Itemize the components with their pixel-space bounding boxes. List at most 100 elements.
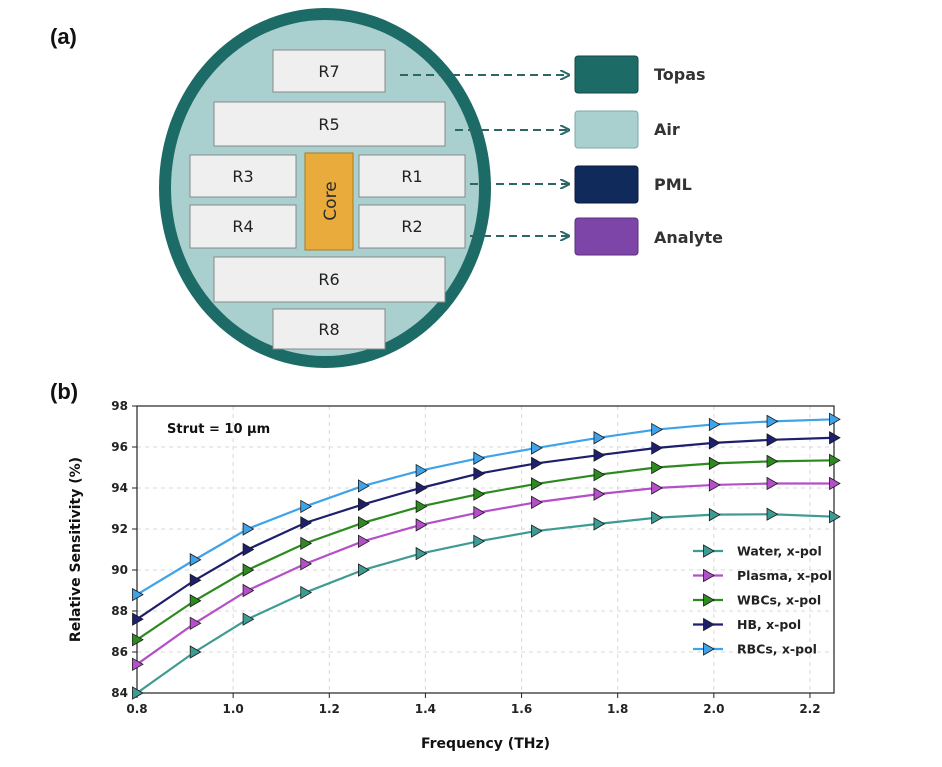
y-tick-label: 84 bbox=[111, 686, 128, 700]
region-r8: R8 bbox=[272, 308, 386, 350]
data-point bbox=[189, 616, 202, 630]
svg-text:Air: Air bbox=[654, 120, 680, 139]
data-point bbox=[766, 507, 779, 521]
data-point bbox=[531, 495, 543, 510]
x-tick-label: 2.0 bbox=[703, 702, 724, 716]
series-4 bbox=[132, 412, 841, 602]
data-point bbox=[415, 518, 428, 532]
legend-label: RBCs, x-pol bbox=[737, 642, 817, 657]
x-tick-label: 1.0 bbox=[223, 702, 244, 716]
data-point bbox=[708, 436, 721, 450]
data-point bbox=[300, 499, 313, 514]
data-point bbox=[829, 431, 841, 445]
series-3 bbox=[132, 431, 841, 626]
region-r4: R4 bbox=[189, 204, 297, 249]
data-point bbox=[132, 686, 144, 700]
data-point bbox=[593, 448, 606, 462]
panel-a-label: (a) bbox=[50, 24, 77, 49]
x-tick-label: 0.8 bbox=[126, 702, 147, 716]
data-point bbox=[593, 517, 606, 531]
data-point bbox=[593, 487, 606, 501]
plot-area bbox=[137, 406, 834, 693]
legend-air: Air bbox=[574, 110, 680, 149]
data-point bbox=[189, 553, 202, 567]
data-point bbox=[708, 507, 721, 522]
data-point bbox=[473, 466, 486, 481]
y-tick-label: 88 bbox=[111, 604, 128, 618]
x-tick-label: 1.8 bbox=[607, 702, 628, 716]
data-point bbox=[651, 481, 663, 495]
y-axis-title: Relative Sensitivity (%) bbox=[68, 457, 84, 642]
data-point bbox=[593, 431, 606, 445]
data-point bbox=[242, 542, 255, 557]
data-point bbox=[132, 633, 144, 647]
data-point bbox=[708, 417, 721, 432]
data-point bbox=[708, 456, 721, 471]
data-point bbox=[358, 563, 370, 577]
data-point bbox=[300, 585, 313, 600]
svg-text:Analyte: Analyte bbox=[654, 228, 723, 247]
chart-legend: Water, x-pol Plasma, x-pol WBCs, x-pol HB, … bbox=[693, 544, 832, 657]
svg-text:R5: R5 bbox=[318, 115, 339, 134]
legend-marker bbox=[703, 642, 715, 656]
data-point bbox=[358, 497, 370, 512]
data-point bbox=[766, 476, 779, 491]
data-point bbox=[189, 645, 202, 659]
material-legend: Topas Air PML Analyte bbox=[574, 55, 723, 256]
region-r6: R6 bbox=[213, 256, 446, 303]
data-point bbox=[242, 583, 255, 598]
legend-pml: PML bbox=[574, 165, 692, 204]
data-point bbox=[473, 451, 486, 465]
data-point bbox=[829, 453, 841, 468]
x-tick-label: 1.2 bbox=[319, 702, 340, 716]
data-point bbox=[473, 534, 486, 548]
data-point bbox=[242, 612, 255, 626]
data-point bbox=[189, 573, 202, 587]
data-point bbox=[651, 422, 663, 437]
x-tick-label: 1.4 bbox=[415, 702, 436, 716]
data-point bbox=[189, 594, 202, 608]
data-point bbox=[242, 563, 255, 577]
data-point bbox=[242, 522, 255, 536]
data-point bbox=[651, 441, 663, 455]
data-point bbox=[829, 412, 841, 427]
series-2 bbox=[132, 453, 841, 647]
plot-frame bbox=[136, 405, 835, 694]
data-point bbox=[132, 612, 144, 626]
data-point bbox=[531, 477, 543, 491]
core: Core bbox=[304, 152, 354, 251]
svg-text:R3: R3 bbox=[232, 167, 253, 186]
legend-analyte: Analyte bbox=[574, 217, 723, 256]
legend-label: HB, x-pol bbox=[737, 617, 801, 632]
legend-label: WBCs, x-pol bbox=[737, 593, 821, 608]
y-tick-label: 98 bbox=[111, 399, 128, 413]
data-point bbox=[766, 454, 779, 469]
data-point bbox=[766, 414, 779, 429]
svg-text:R2: R2 bbox=[401, 217, 422, 236]
legend-label: Water, x-pol bbox=[737, 544, 822, 559]
data-point bbox=[415, 463, 428, 478]
region-r2: R2 bbox=[358, 204, 466, 249]
region-r5: R5 bbox=[213, 101, 446, 147]
data-point bbox=[829, 476, 841, 491]
data-point bbox=[651, 511, 663, 525]
data-point bbox=[415, 546, 428, 561]
material-arrows bbox=[400, 75, 568, 236]
legend-marker bbox=[703, 568, 715, 583]
svg-text:R6: R6 bbox=[318, 270, 339, 289]
svg-text:R7: R7 bbox=[318, 62, 339, 81]
core-label: Core bbox=[321, 181, 341, 220]
x-tick-label: 2.2 bbox=[799, 702, 820, 716]
y-tick-label: 90 bbox=[111, 563, 128, 577]
data-point bbox=[358, 479, 370, 493]
data-point bbox=[415, 481, 428, 495]
data-point bbox=[531, 441, 543, 455]
data-point bbox=[300, 557, 313, 571]
region-r3: R3 bbox=[189, 154, 297, 198]
svg-text:R1: R1 bbox=[401, 167, 422, 186]
svg-text:R8: R8 bbox=[318, 320, 339, 339]
svg-text:PML: PML bbox=[654, 175, 692, 194]
svg-text:Topas: Topas bbox=[654, 65, 706, 84]
y-tick-label: 92 bbox=[111, 522, 128, 536]
